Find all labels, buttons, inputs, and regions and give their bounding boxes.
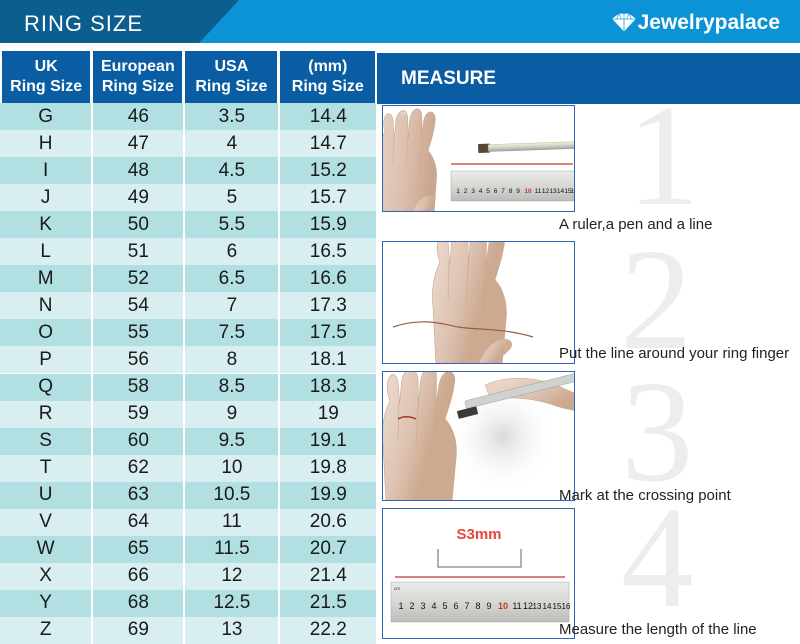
- svg-text:9: 9: [516, 188, 520, 195]
- svg-text:12: 12: [523, 601, 533, 611]
- svg-text:8: 8: [475, 601, 480, 611]
- svg-text:10: 10: [524, 188, 532, 195]
- svg-text:5: 5: [442, 601, 447, 611]
- svg-text:3: 3: [471, 188, 475, 195]
- svg-text:2: 2: [464, 188, 468, 195]
- svg-text:9: 9: [486, 601, 491, 611]
- svg-text:8: 8: [509, 188, 513, 195]
- svg-text:12: 12: [542, 188, 550, 195]
- svg-text:13: 13: [549, 188, 557, 195]
- svg-text:cm: cm: [394, 586, 400, 591]
- svg-text:4: 4: [479, 188, 483, 195]
- svg-text:1: 1: [456, 188, 460, 195]
- svg-text:1: 1: [398, 601, 403, 611]
- svg-text:10: 10: [498, 601, 508, 611]
- svg-text:11: 11: [512, 601, 521, 611]
- svg-text:11: 11: [535, 188, 542, 195]
- svg-text:7: 7: [501, 188, 505, 195]
- svg-text:13: 13: [533, 602, 542, 611]
- svg-text:14: 14: [557, 188, 565, 195]
- svg-text:6: 6: [494, 188, 498, 195]
- svg-text:14: 14: [543, 602, 552, 611]
- svg-text:16: 16: [562, 602, 571, 611]
- svg-text:3: 3: [420, 601, 425, 611]
- svg-text:6: 6: [453, 601, 458, 611]
- svg-text:2: 2: [409, 601, 414, 611]
- svg-text:4: 4: [431, 601, 436, 611]
- svg-text:16: 16: [570, 188, 575, 195]
- svg-text:S3mm: S3mm: [456, 526, 501, 543]
- svg-text:7: 7: [464, 601, 469, 611]
- svg-text:5: 5: [486, 188, 490, 195]
